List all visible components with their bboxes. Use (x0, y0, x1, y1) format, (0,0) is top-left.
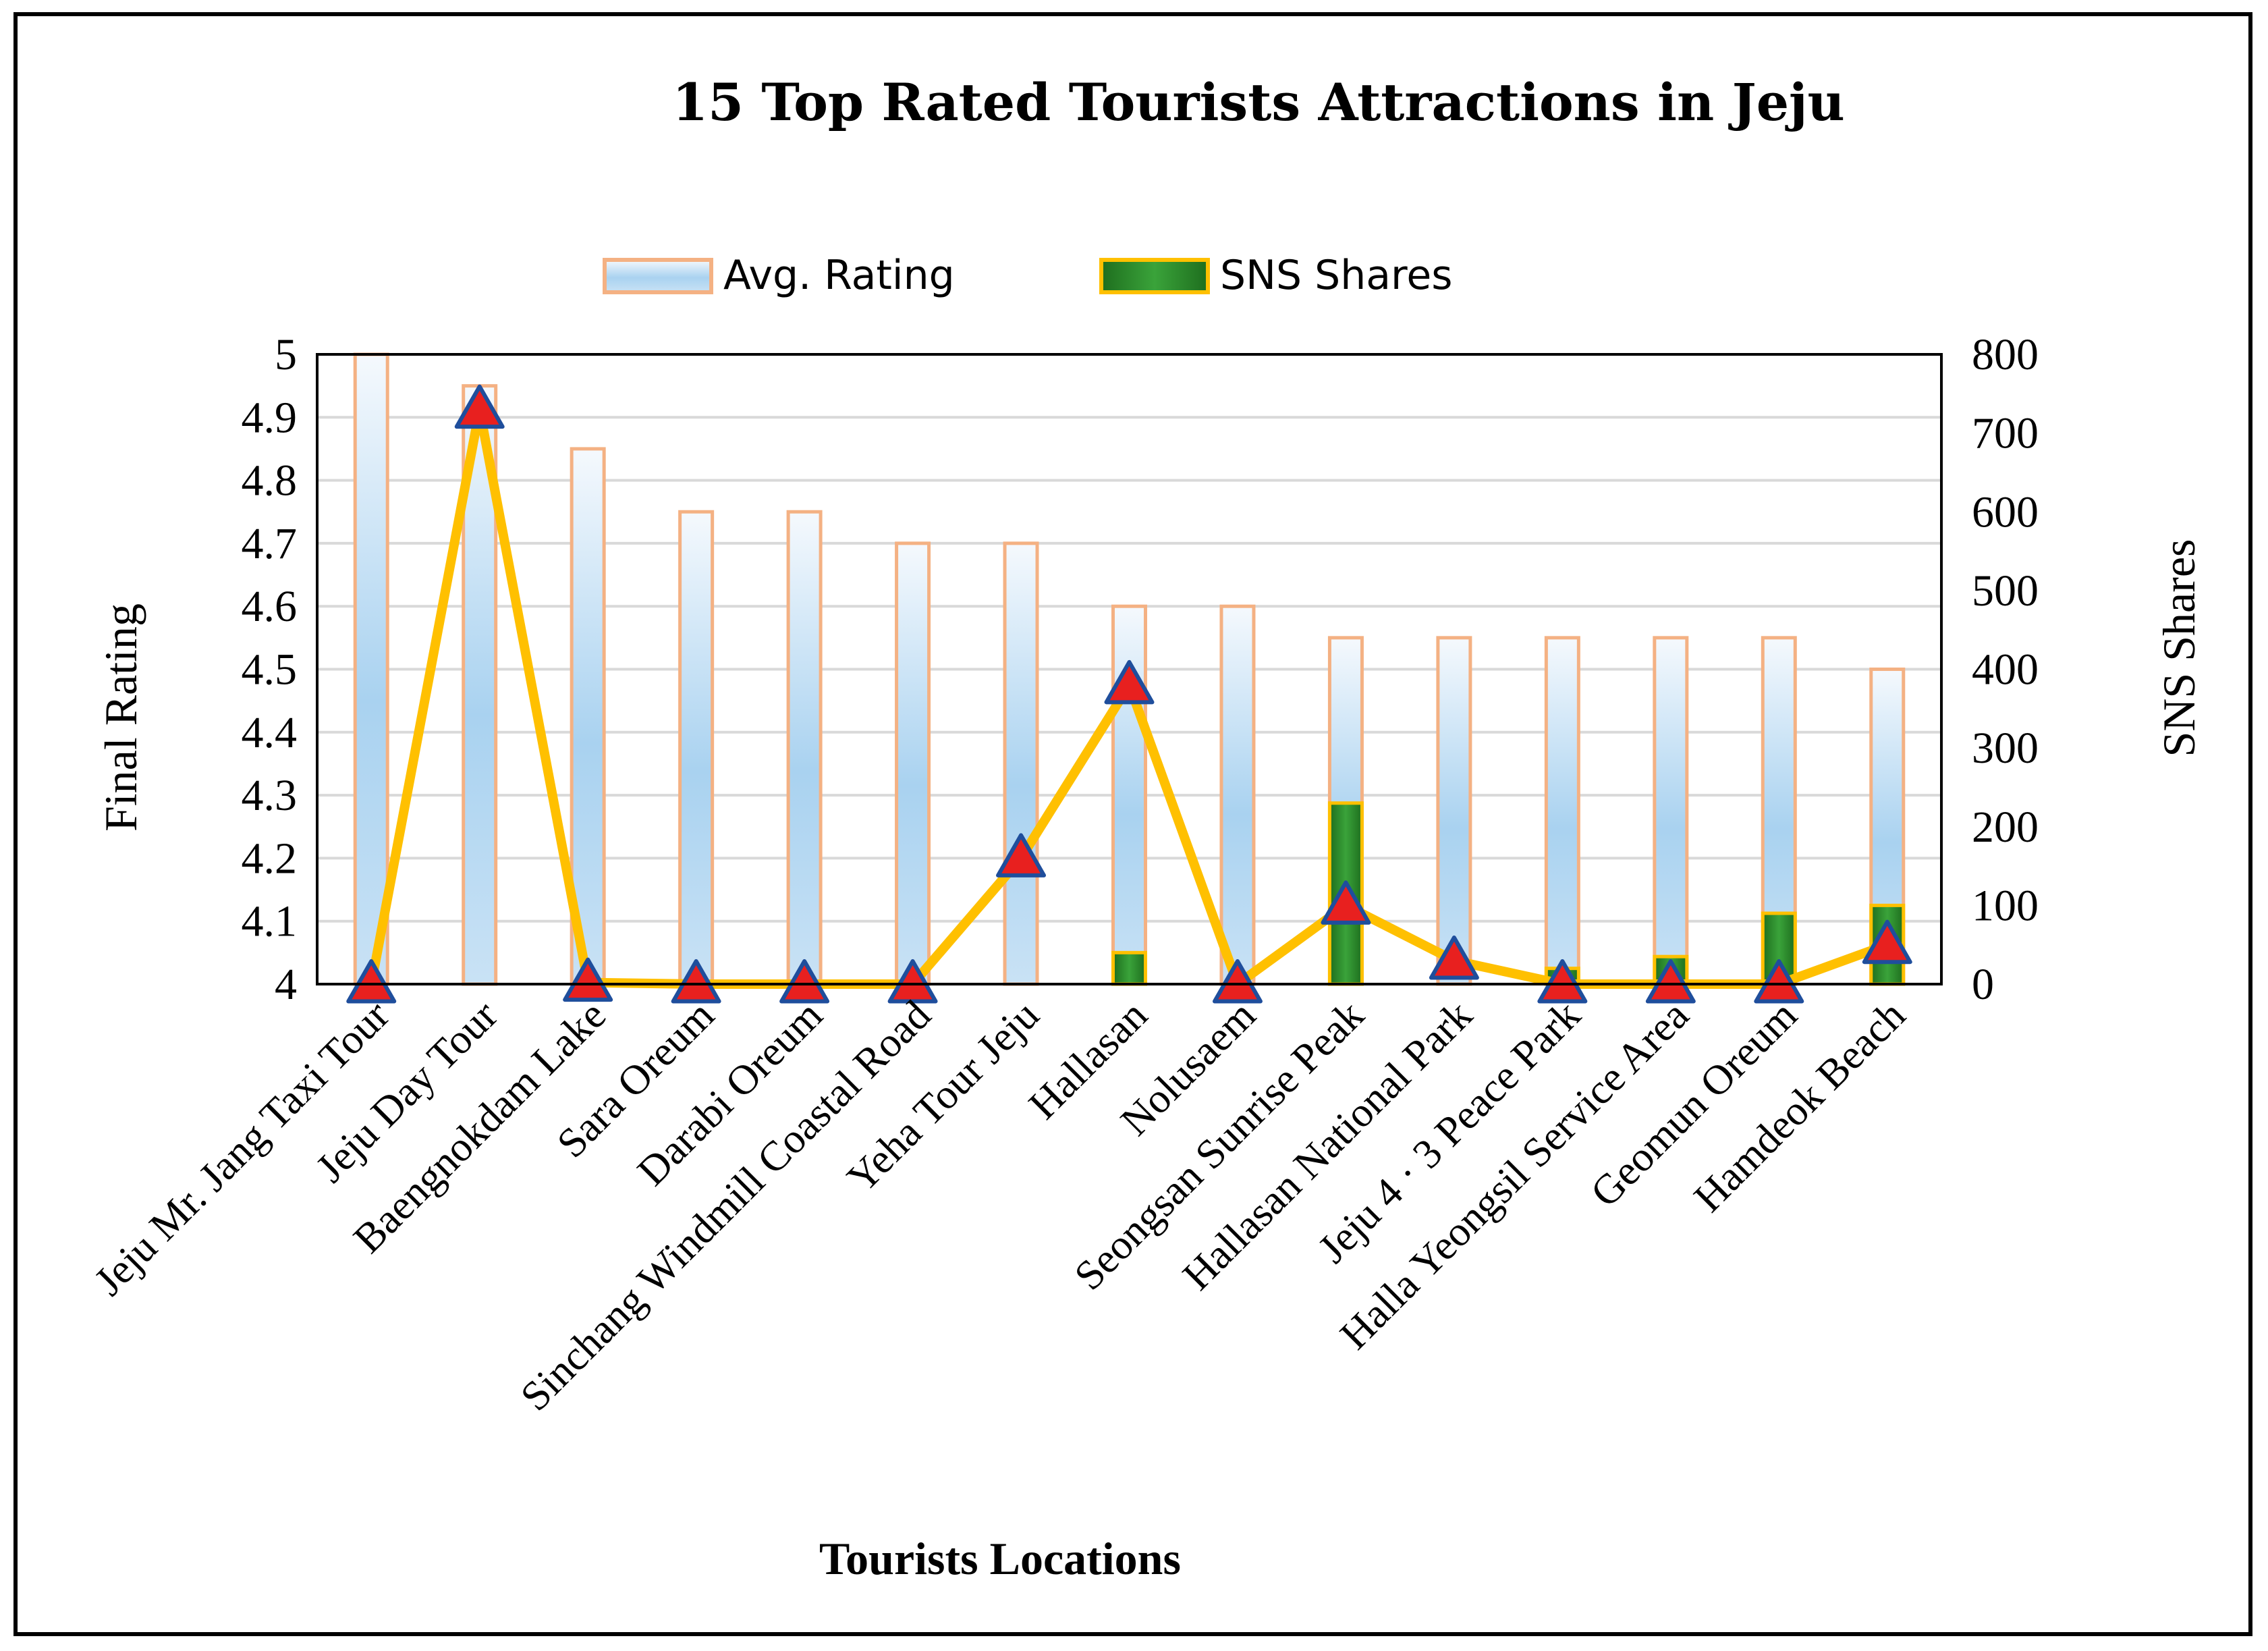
bar-avg-rating (895, 541, 931, 986)
x-category-label: Darabi Oreum (629, 992, 831, 1195)
x-category-label: Yeha Tour Jeju (839, 992, 1048, 1201)
sns-trend-marker (454, 384, 505, 429)
sns-trend-marker (1321, 880, 1371, 925)
sns-trend-marker (1104, 659, 1155, 705)
y2-axis-title: SNS Shares (2153, 539, 2205, 757)
y2-tick-label: 100 (1972, 881, 2039, 930)
bar-avg-rating (786, 510, 823, 986)
bar-avg-rating (353, 352, 389, 986)
y-tick-label: 4.8 (242, 456, 298, 506)
sns-trend-marker (996, 833, 1047, 877)
sns-trend-markers (346, 384, 1912, 1004)
y2-tick-label: 700 (1972, 409, 2039, 458)
sns-trend-marker (1754, 959, 1804, 1004)
y2-tick-label: 0 (1972, 960, 1994, 1009)
bar-avg-rating (1003, 541, 1039, 986)
sns-trend-marker (1537, 959, 1588, 1004)
x-axis-title: Tourists Locations (819, 1533, 1181, 1584)
legend: Avg. Rating SNS Shares (603, 252, 1453, 299)
sns-trend-marker (779, 959, 830, 1004)
legend-swatch-sns-shares (1099, 258, 1210, 294)
sns-trend-marker (671, 959, 721, 1004)
bar-avg-rating (678, 510, 715, 986)
legend-label-sns-shares: SNS Shares (1220, 252, 1453, 299)
chart-title: 15 Top Rated Tourists Attractions in Jej… (672, 72, 1845, 132)
y2-tick-label: 200 (1972, 803, 2039, 852)
plot-area (316, 353, 1943, 985)
legend-swatch-avg-rating (603, 258, 713, 294)
bar-avg-rating (1653, 636, 1689, 986)
sns-trend-marker (1212, 959, 1263, 1004)
y-tick-label: 5 (275, 330, 297, 379)
y-tick-label: 4.6 (242, 582, 298, 631)
legend-label-avg-rating: Avg. Rating (723, 252, 955, 299)
y-tick-label: 4.4 (242, 708, 298, 757)
sns-trend-marker (563, 957, 613, 1002)
y-tick-label: 4.2 (242, 834, 298, 883)
bar-avg-rating (1544, 636, 1580, 986)
y2-tick-label: 800 (1972, 330, 2039, 379)
sns-trend-marker (1862, 919, 1912, 965)
sns-trend-marker (887, 959, 938, 1004)
sns-trend-marker (1645, 959, 1696, 1004)
y2-axis-ticks: 0 100 200 300 400 500 600 700 800 (1972, 330, 2039, 1009)
y2-tick-label: 500 (1972, 566, 2039, 616)
sns-trend-marker (1429, 936, 1479, 980)
bar-sns-shares (1111, 950, 1147, 986)
bar-avg-rating (570, 447, 606, 986)
bar-avg-rating (1219, 604, 1256, 986)
y-tick-label: 4.1 (242, 897, 298, 946)
y-tick-label: 4 (275, 960, 297, 1009)
y-tick-label: 4.5 (242, 645, 298, 695)
y2-tick-label: 600 (1972, 487, 2039, 537)
y-tick-label: 4.3 (242, 771, 298, 820)
y2-tick-label: 400 (1972, 645, 2039, 695)
bar-avg-rating (1436, 636, 1472, 986)
sns-trend-marker (346, 959, 397, 1004)
y-axis-title: Final Rating (95, 603, 146, 832)
y-axis-ticks: 4 4.1 4.2 4.3 4.4 4.5 4.6 4.7 4.8 4.9 5 (242, 330, 298, 1009)
y2-tick-label: 300 (1972, 724, 2039, 773)
y-tick-label: 4.7 (242, 519, 298, 568)
y-tick-label: 4.9 (242, 393, 298, 442)
